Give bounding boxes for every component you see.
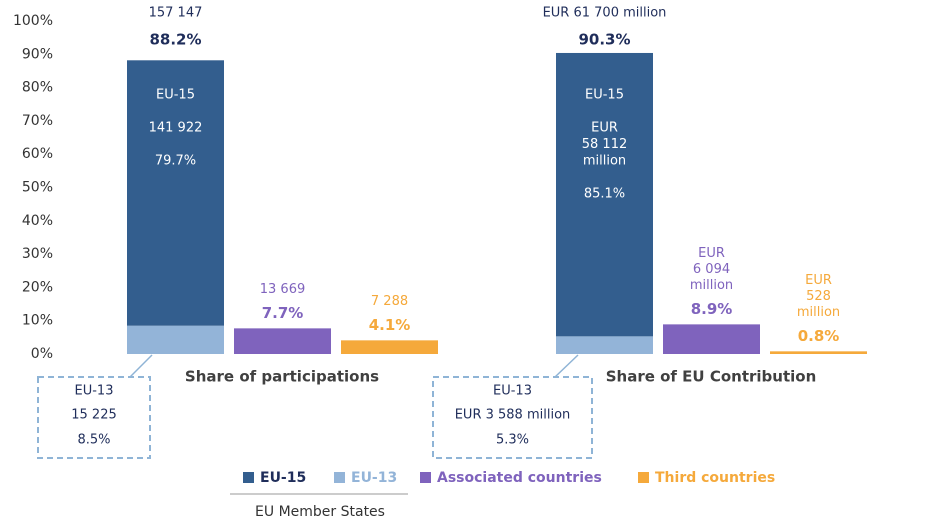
x-tick-label: Share of EU Contribution [606,368,817,386]
y-tick-label: 50% [22,180,53,196]
amount-label: 58 112 [582,137,628,152]
callout-line [554,354,579,378]
callout-amount: EUR 3 588 million [455,408,571,423]
bar [663,324,760,354]
y-tick-label: 30% [22,246,53,262]
legend-label: EU-13 [351,470,397,486]
amount-label: 528 [806,289,831,304]
callout-name: EU-13 [75,384,114,399]
bar [234,328,331,354]
value-label: 79.7% [155,154,196,169]
amount-label: 13 669 [260,282,306,297]
amount-label: 7 288 [371,294,408,309]
y-tick-label: 10% [22,313,53,329]
series-label: EU-15 [585,88,624,103]
callout-line [129,354,153,378]
y-tick-label: 40% [22,213,53,229]
y-tick-label: 100% [13,13,53,29]
y-tick-label: 80% [22,80,53,96]
total-amount: 157 147 [149,6,203,21]
legend-swatch [420,472,431,483]
legend-swatch [638,472,649,483]
bar-segment [556,52,653,337]
legend-label: Third countries [655,470,775,486]
legend-label: EU-15 [260,470,306,486]
value-label: 4.1% [369,316,411,334]
amount-label: EUR [698,246,725,261]
y-tick-label: 90% [22,46,53,62]
bar [770,351,867,354]
bar-segment [127,60,224,326]
callout-value: 8.5% [77,433,110,448]
legend-label: Associated countries [437,470,602,486]
y-tick-label: 70% [22,113,53,129]
callout-amount: 15 225 [71,408,117,423]
y-tick-label: 60% [22,146,53,162]
y-tick-label: 20% [22,279,53,295]
bar-segment [127,325,224,354]
amount-label: million [583,154,626,169]
value-label: 0.8% [798,327,840,345]
bar [341,340,438,354]
callout-value: 5.3% [496,433,529,448]
x-tick-label: Share of participations [185,368,379,386]
amount-label: million [690,278,733,293]
callout-box [37,376,151,459]
value-label: 85.1% [584,187,625,202]
amount-label: EUR [805,273,832,288]
legend-swatch [334,472,345,483]
total-label: 88.2% [149,31,201,49]
total-label: 90.3% [578,31,630,49]
y-tick-label: 0% [31,346,53,362]
value-label: 8.9% [691,300,733,318]
value-label: 7.7% [262,304,304,322]
callout-name: EU-13 [493,384,532,399]
legend-group-label: EU Member States [255,504,385,520]
total-amount: EUR 61 700 million [543,6,667,21]
bar-segment [556,336,653,354]
series-label: EU-15 [156,88,195,103]
amount-label: 6 094 [693,262,730,277]
legend-swatch [243,472,254,483]
amount-label: million [797,305,840,320]
amount-label: EUR [591,121,618,136]
amount-label: 141 922 [149,121,203,136]
